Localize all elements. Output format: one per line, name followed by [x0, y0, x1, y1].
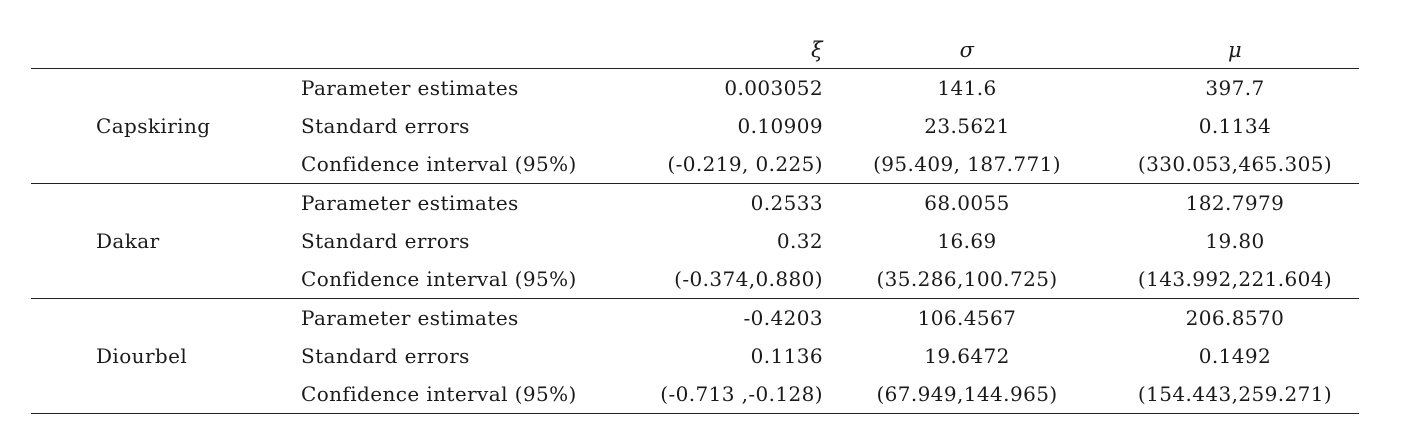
xi-value: 0.003052	[724, 76, 823, 100]
mu-value: (154.443,259.271)	[1137, 382, 1333, 406]
xi-value: (-0.374,0.880)	[674, 267, 823, 291]
site-name: Capskiring	[96, 114, 211, 138]
sigma-value: (95.409, 187.771)	[873, 152, 1061, 176]
site-name: Dakar	[96, 229, 160, 253]
xi-value: 0.1136	[750, 344, 823, 368]
table-row: Standard errors 0.10909 23.5621 0.1134	[31, 107, 1359, 145]
table-row: Diourbel Parameter estimates -0.4203 106…	[31, 299, 1359, 368]
mu-value: 0.1492	[1198, 344, 1272, 368]
site-group-capskiring: Capskiring Parameter estimates 0.003052 …	[31, 69, 1359, 184]
sigma-value: 19.6472	[924, 344, 1010, 368]
row-label: Standard errors	[301, 229, 470, 253]
table-header: ξ σ μ	[31, 32, 1359, 69]
header-label-blank	[301, 32, 619, 69]
xi-value: (-0.713 ,-0.128)	[660, 382, 823, 406]
mu-value: 19.80	[1205, 229, 1265, 253]
table-row: Standard errors 0.1136 19.6472 0.1492	[31, 337, 1359, 375]
xi-value: 0.10909	[737, 114, 823, 138]
sigma-value: 68.0055	[924, 191, 1010, 215]
sigma-value: 23.5621	[924, 114, 1010, 138]
mu-value: (330.053,465.305)	[1137, 152, 1333, 176]
xi-value: -0.4203	[743, 306, 823, 330]
header-mu: μ	[1227, 38, 1243, 62]
row-label: Standard errors	[301, 114, 470, 138]
xi-value: 0.2533	[750, 191, 823, 215]
row-label: Parameter estimates	[301, 191, 519, 215]
table-row: Standard errors 0.32 16.69 19.80	[31, 222, 1359, 260]
site-name: Diourbel	[96, 344, 188, 368]
header-xi: ξ	[811, 38, 823, 62]
site-group-diourbel: Diourbel Parameter estimates -0.4203 106…	[31, 299, 1359, 414]
table-row: Capskiring Parameter estimates 0.003052 …	[31, 69, 1359, 138]
table-row: Dakar Parameter estimates 0.2533 68.0055…	[31, 184, 1359, 253]
header-row: ξ σ μ	[31, 32, 1359, 69]
sigma-value: 141.6	[937, 76, 997, 100]
table-row: Confidence interval (95%) (-0.713 ,-0.12…	[31, 375, 1359, 414]
mu-value: 0.1134	[1198, 114, 1272, 138]
row-label: Confidence interval (95%)	[301, 267, 577, 291]
xi-value: 0.32	[776, 229, 823, 253]
sigma-value: (35.286,100.725)	[876, 267, 1058, 291]
site-group-dakar: Dakar Parameter estimates 0.2533 68.0055…	[31, 184, 1359, 299]
row-label: Parameter estimates	[301, 306, 519, 330]
header-site-blank	[31, 32, 301, 69]
sigma-value: 16.69	[937, 229, 997, 253]
header-sigma: σ	[959, 38, 975, 62]
row-label: Parameter estimates	[301, 76, 519, 100]
xi-value: (-0.219, 0.225)	[667, 152, 823, 176]
parameter-table: ξ σ μ Capskiring Parameter estimates 0.0…	[31, 32, 1359, 414]
sigma-value: 106.4567	[917, 306, 1017, 330]
mu-value: 182.7979	[1185, 191, 1285, 215]
sigma-value: (67.949,144.965)	[876, 382, 1058, 406]
table-row: Confidence interval (95%) (-0.219, 0.225…	[31, 145, 1359, 184]
row-label: Confidence interval (95%)	[301, 382, 577, 406]
row-label: Standard errors	[301, 344, 470, 368]
mu-value: (143.992,221.604)	[1137, 267, 1333, 291]
mu-value: 206.8570	[1185, 306, 1285, 330]
row-label: Confidence interval (95%)	[301, 152, 577, 176]
mu-value: 397.7	[1205, 76, 1265, 100]
table-row: Confidence interval (95%) (-0.374,0.880)…	[31, 260, 1359, 299]
